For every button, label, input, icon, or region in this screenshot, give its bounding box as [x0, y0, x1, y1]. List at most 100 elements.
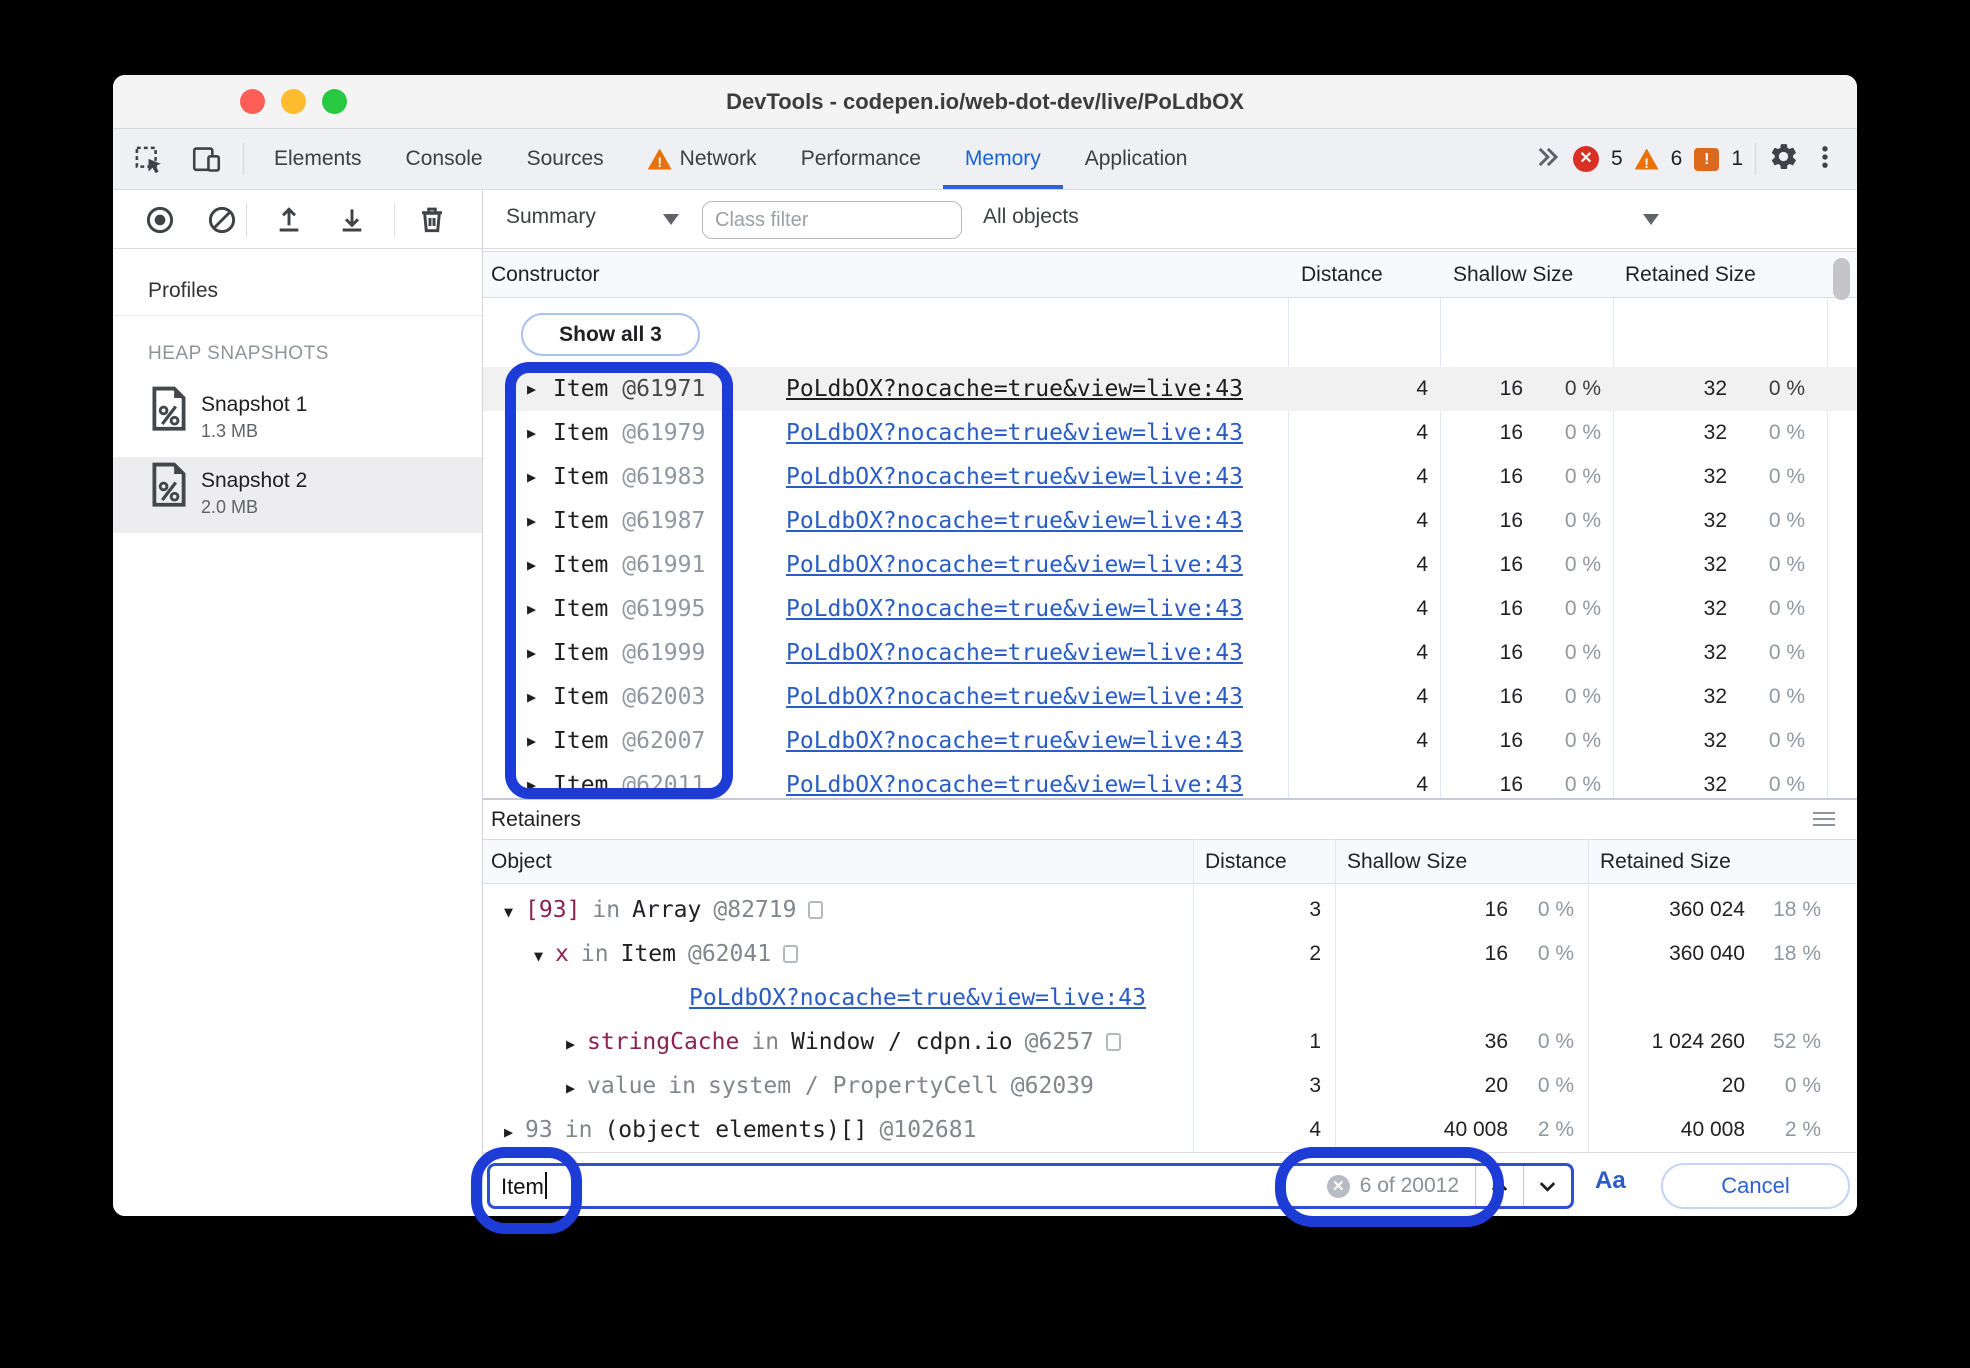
retainer-row[interactable]: ▼ x in Item @62041 2 16 0 % 360 040 18 %: [483, 932, 1857, 976]
load-profile-icon[interactable]: [272, 203, 306, 237]
expand-arrow-icon[interactable]: ▼: [504, 903, 514, 921]
tab-application[interactable]: Application: [1084, 147, 1188, 170]
constructor-row[interactable]: ▶ Item @62007 PoLdbOX?nocache=true&view=…: [483, 719, 1857, 763]
expand-arrow-icon[interactable]: ▶: [527, 468, 537, 486]
column-header-retained-size[interactable]: Retained Size: [1625, 263, 1756, 286]
source-link[interactable]: PoLdbOX?nocache=true&view=live:43: [786, 420, 1243, 446]
retainers-menu-icon[interactable]: [1813, 812, 1835, 830]
reveal-icon[interactable]: [1105, 1033, 1121, 1051]
retainer-row[interactable]: ▼ [93] in Array @82719 3 16 0 % 360 024 18 %: [483, 888, 1857, 932]
tab-console[interactable]: Console: [405, 147, 483, 170]
expand-arrow-icon[interactable]: ▶: [527, 688, 537, 706]
expand-arrow-icon[interactable]: ▶: [527, 512, 537, 530]
expand-arrow-icon[interactable]: ▶: [504, 1123, 514, 1141]
source-link[interactable]: PoLdbOX?nocache=true&view=live:43: [786, 552, 1243, 578]
column-divider[interactable]: [1193, 839, 1194, 1154]
settings-gear-icon[interactable]: [1768, 141, 1799, 177]
expand-arrow-icon[interactable]: ▶: [527, 732, 537, 750]
issue-count[interactable]: 1: [1731, 147, 1743, 170]
constructor-row[interactable]: ▶ Item @61991 PoLdbOX?nocache=true&view=…: [483, 543, 1857, 587]
source-link[interactable]: PoLdbOX?nocache=true&view=live:43: [786, 728, 1243, 754]
sidebar-divider[interactable]: [482, 190, 483, 1216]
show-all-button[interactable]: Show all 3: [521, 313, 700, 356]
search-query-text[interactable]: Item: [490, 1172, 1327, 1200]
next-match-button[interactable]: [1524, 1166, 1571, 1206]
save-profile-icon[interactable]: [335, 203, 369, 237]
record-heap-snapshot-button[interactable]: [143, 203, 177, 237]
tab-network[interactable]: ! Network: [626, 129, 779, 189]
source-link[interactable]: PoLdbOX?nocache=true&view=live:43: [786, 684, 1243, 710]
expand-arrow-icon[interactable]: ▶: [527, 644, 537, 662]
zoom-window-button[interactable]: [322, 89, 347, 114]
tab-sources[interactable]: Sources: [526, 147, 604, 170]
chevron-down-icon[interactable]: [1643, 214, 1659, 225]
column-header-distance[interactable]: Distance: [1205, 850, 1287, 873]
source-link[interactable]: PoLdbOX?nocache=true&view=live:43: [786, 508, 1243, 534]
cancel-button[interactable]: Cancel: [1661, 1163, 1850, 1209]
retainer-row[interactable]: PoLdbOX?nocache=true&view=live:43: [483, 976, 1857, 1020]
snapshot-item[interactable]: Snapshot 2 2.0 MB: [113, 457, 483, 533]
source-link[interactable]: PoLdbOX?nocache=true&view=live:43: [689, 985, 1146, 1011]
object-filter-select[interactable]: All objects: [983, 205, 1079, 228]
source-link[interactable]: PoLdbOX?nocache=true&view=live:43: [786, 376, 1243, 402]
constructor-row[interactable]: ▶ Item @62011 PoLdbOX?nocache=true&view=…: [483, 763, 1857, 798]
constructor-row[interactable]: ▶ Item @61999 PoLdbOX?nocache=true&view=…: [483, 631, 1857, 675]
scrollbar-thumb[interactable]: [1833, 258, 1850, 300]
tab-memory[interactable]: Memory: [943, 129, 1063, 189]
column-divider[interactable]: [1440, 251, 1441, 798]
tab-performance[interactable]: Performance: [800, 147, 921, 170]
expand-arrow-icon[interactable]: ▶: [566, 1079, 576, 1097]
expand-arrow-icon[interactable]: ▶: [527, 424, 537, 442]
perspective-select[interactable]: Summary: [506, 205, 596, 228]
retainer-row[interactable]: ▶ stringCache in Window / cdpn.io @6257 1 36…: [483, 1020, 1857, 1064]
snapshot-item[interactable]: Snapshot 1 1.3 MB: [113, 381, 483, 457]
reveal-icon[interactable]: [808, 901, 824, 919]
expand-arrow-icon[interactable]: ▶: [566, 1035, 576, 1053]
source-link[interactable]: PoLdbOX?nocache=true&view=live:43: [786, 596, 1243, 622]
expand-arrow-icon[interactable]: ▼: [534, 947, 544, 965]
column-header-object[interactable]: Object: [491, 850, 552, 873]
column-header-shallow-size[interactable]: Shallow Size: [1453, 263, 1574, 286]
column-header-shallow-size[interactable]: Shallow Size: [1347, 850, 1468, 873]
class-filter-input[interactable]: [702, 201, 962, 239]
constructor-row[interactable]: ▶ Item @62003 PoLdbOX?nocache=true&view=…: [483, 675, 1857, 719]
constructor-row[interactable]: ▶ Item @61987 PoLdbOX?nocache=true&view=…: [483, 499, 1857, 543]
issues-icon[interactable]: !: [1694, 147, 1720, 171]
expand-arrow-icon[interactable]: ▶: [527, 380, 537, 398]
chevron-down-icon[interactable]: [663, 214, 679, 225]
reveal-icon[interactable]: [783, 945, 799, 963]
inspect-element-icon[interactable]: [119, 129, 177, 189]
column-divider[interactable]: [1335, 839, 1336, 1154]
match-case-toggle[interactable]: Aa: [1595, 1167, 1626, 1194]
column-divider[interactable]: [1613, 251, 1614, 798]
search-input[interactable]: Item ✕ 6 of 20012: [487, 1163, 1574, 1209]
constructor-row[interactable]: ▶ Item @61983 PoLdbOX?nocache=true&view=…: [483, 455, 1857, 499]
error-count[interactable]: 5: [1610, 147, 1623, 170]
clear-profiles-button[interactable]: [205, 203, 239, 237]
column-divider[interactable]: [1588, 839, 1589, 1154]
delete-profile-icon[interactable]: [415, 203, 449, 237]
warning-count[interactable]: 6: [1670, 147, 1683, 170]
constructor-row[interactable]: ▶ Item @61979 PoLdbOX?nocache=true&view=…: [483, 411, 1857, 455]
retainer-row[interactable]: ▶ value in system / PropertyCell @62039 3 20…: [483, 1064, 1857, 1108]
expand-arrow-icon[interactable]: ▶: [527, 556, 537, 574]
close-window-button[interactable]: [240, 89, 265, 114]
console-warnings-icon[interactable]: !: [1634, 148, 1659, 170]
column-divider[interactable]: [1288, 251, 1289, 798]
source-link[interactable]: PoLdbOX?nocache=true&view=live:43: [786, 772, 1243, 798]
retainer-row[interactable]: ▶ 93 in (object elements)[] @102681 4 40 008…: [483, 1108, 1857, 1152]
expand-arrow-icon[interactable]: ▶: [527, 776, 537, 794]
expand-arrow-icon[interactable]: ▶: [527, 600, 537, 618]
column-header-retained-size[interactable]: Retained Size: [1600, 850, 1731, 873]
minimize-window-button[interactable]: [281, 89, 306, 114]
tab-elements[interactable]: Elements: [274, 147, 362, 170]
device-toolbar-icon[interactable]: [177, 129, 235, 189]
clear-search-icon[interactable]: ✕: [1326, 1174, 1350, 1198]
kebab-menu-icon[interactable]: [1811, 143, 1839, 176]
constructor-row[interactable]: ▶ Item @61995 PoLdbOX?nocache=true&view=…: [483, 587, 1857, 631]
more-tabs-icon[interactable]: [1531, 142, 1561, 177]
console-errors-icon[interactable]: ✕: [1572, 146, 1599, 172]
column-header-distance[interactable]: Distance: [1301, 263, 1383, 286]
source-link[interactable]: PoLdbOX?nocache=true&view=live:43: [786, 464, 1243, 490]
column-header-constructor[interactable]: Constructor: [491, 263, 600, 286]
